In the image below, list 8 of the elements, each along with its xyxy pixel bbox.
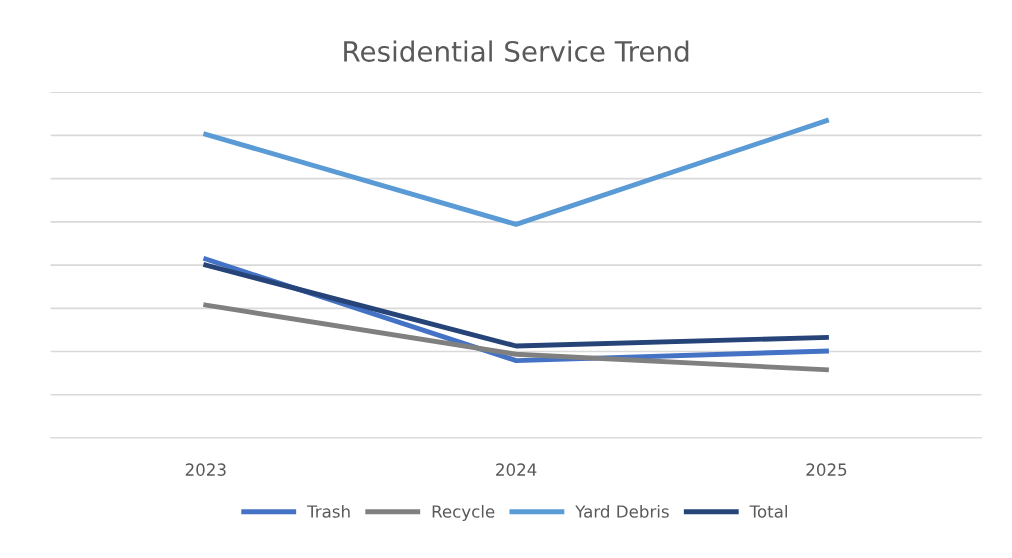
chart-title: Residential Service Trend — [344, 40, 689, 62]
legend-label: Yard Debris — [575, 504, 669, 518]
x-tick-label: 2025 — [806, 463, 847, 476]
x-tick-label: 2023 — [185, 463, 226, 476]
legend-label: Recycle — [432, 504, 495, 522]
legend-label: Total — [749, 504, 787, 518]
x-tick-label: 2024 — [496, 463, 537, 476]
legend-label: Trash — [306, 504, 350, 518]
